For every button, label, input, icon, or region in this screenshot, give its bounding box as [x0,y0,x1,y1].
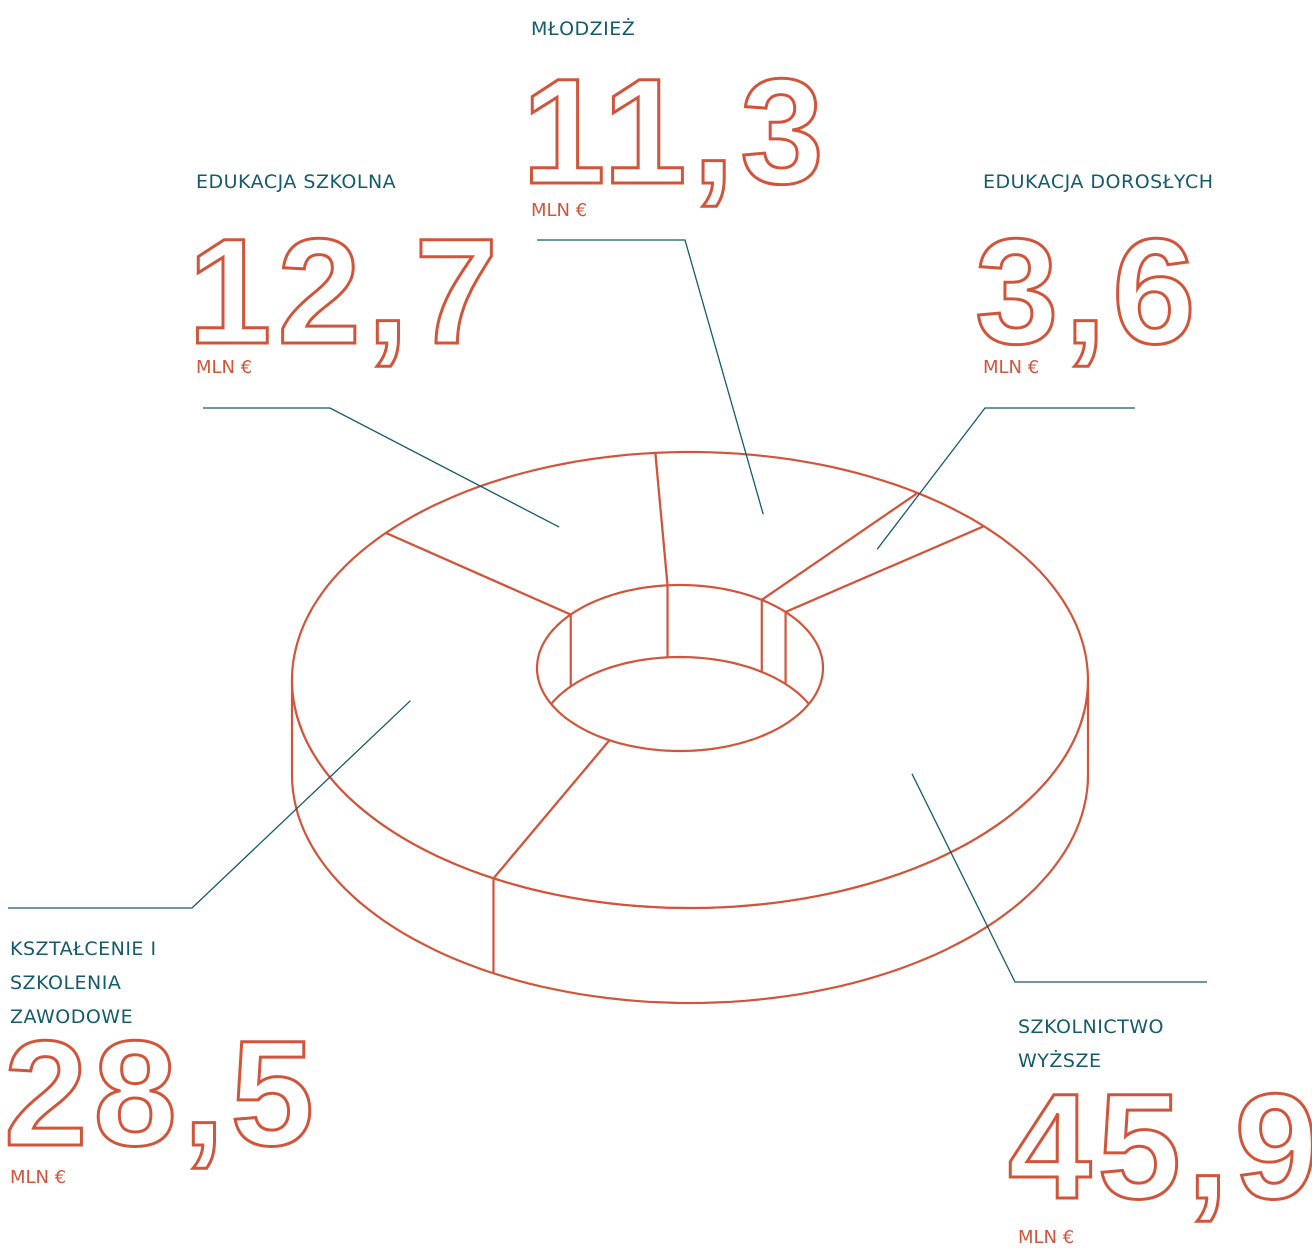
value-label: 11,3 [522,47,830,215]
value-label: 28,5 [4,1009,320,1177]
leader-line [876,407,1135,550]
unit-label: MLN € [983,357,1040,378]
category-label: SZKOLNICTWO WYŻSZE [1018,1016,1164,1072]
unit-label: MLN € [196,357,253,378]
category-label: KSZTAŁCENIE I SZKOLENIA ZAWODOWE [10,938,157,1028]
category-label: MŁODZIEŻ [531,18,636,40]
unit-label: MLN € [10,1167,67,1188]
unit-label: MLN € [1018,1227,1075,1248]
leader-line [203,407,560,528]
unit-label: MLN € [531,200,588,221]
value-label: 45,9 [1008,1062,1312,1230]
hole-floor [537,655,823,741]
leader-line [911,773,1207,983]
leader-line [537,239,764,515]
category-label: EDUKACJA DOROSŁYCH [983,171,1214,193]
slice [384,451,669,616]
hole [537,585,823,741]
category-label: EDUKACJA SZKOLNA [196,171,397,193]
value-label: 3,6 [975,207,1202,375]
leader-line [8,700,411,909]
value-label: 12,7 [188,207,504,375]
